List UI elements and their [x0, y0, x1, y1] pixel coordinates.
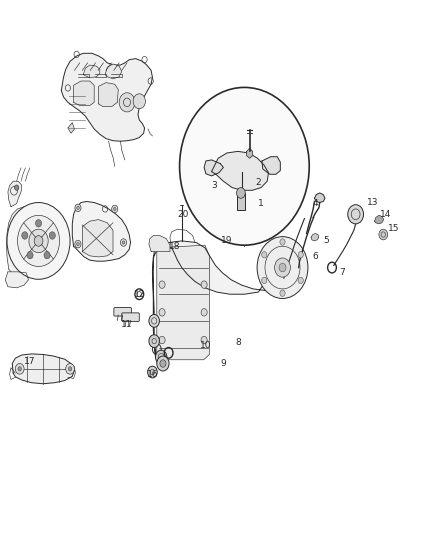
Circle shape: [34, 236, 43, 246]
Text: 2: 2: [256, 178, 261, 187]
Polygon shape: [374, 215, 384, 224]
Circle shape: [77, 243, 79, 246]
FancyBboxPatch shape: [237, 193, 245, 210]
Circle shape: [298, 277, 304, 284]
Text: 6: 6: [312, 253, 318, 261]
Circle shape: [261, 252, 267, 258]
Circle shape: [149, 314, 159, 327]
Text: 3: 3: [211, 181, 217, 190]
Circle shape: [379, 229, 388, 240]
Circle shape: [280, 239, 285, 245]
Circle shape: [257, 237, 308, 298]
Circle shape: [157, 356, 169, 371]
Circle shape: [68, 367, 72, 371]
Text: 7: 7: [339, 269, 345, 277]
Circle shape: [75, 240, 81, 248]
Text: 14: 14: [380, 210, 391, 219]
Circle shape: [201, 336, 207, 344]
Polygon shape: [314, 193, 325, 203]
Circle shape: [201, 309, 207, 316]
Circle shape: [29, 229, 48, 253]
Circle shape: [113, 207, 116, 211]
Circle shape: [75, 204, 81, 212]
Text: 13: 13: [367, 198, 378, 207]
Circle shape: [112, 205, 118, 213]
Polygon shape: [311, 233, 319, 241]
Circle shape: [49, 232, 55, 239]
Circle shape: [27, 252, 33, 259]
Polygon shape: [82, 220, 113, 257]
Polygon shape: [157, 245, 209, 360]
Text: 16: 16: [147, 370, 158, 378]
Polygon shape: [83, 65, 100, 78]
Text: 12: 12: [134, 290, 145, 298]
Circle shape: [22, 232, 28, 239]
Circle shape: [18, 367, 21, 371]
FancyBboxPatch shape: [122, 313, 139, 321]
Circle shape: [160, 360, 166, 367]
Polygon shape: [7, 207, 40, 278]
Circle shape: [155, 350, 167, 364]
Circle shape: [133, 94, 145, 109]
Circle shape: [148, 366, 157, 378]
Circle shape: [66, 364, 74, 374]
Circle shape: [44, 252, 50, 259]
Polygon shape: [99, 83, 118, 107]
Circle shape: [159, 281, 165, 288]
Text: 19: 19: [221, 237, 233, 245]
Text: 10: 10: [200, 341, 212, 350]
Text: 5: 5: [323, 237, 329, 245]
Text: 18: 18: [169, 242, 180, 251]
Circle shape: [120, 239, 127, 246]
Circle shape: [159, 309, 165, 316]
Text: 11: 11: [121, 320, 133, 328]
Circle shape: [122, 241, 125, 244]
Polygon shape: [74, 81, 94, 106]
Circle shape: [261, 277, 267, 284]
Circle shape: [15, 364, 24, 374]
Polygon shape: [8, 181, 22, 207]
Circle shape: [280, 290, 285, 296]
Polygon shape: [262, 157, 280, 174]
Circle shape: [279, 263, 286, 272]
Circle shape: [35, 220, 42, 227]
Circle shape: [18, 215, 60, 266]
Circle shape: [119, 93, 135, 112]
Text: 17: 17: [24, 357, 35, 366]
FancyBboxPatch shape: [114, 308, 131, 316]
Polygon shape: [105, 64, 122, 79]
Polygon shape: [5, 272, 28, 288]
Polygon shape: [72, 201, 131, 261]
Polygon shape: [204, 160, 223, 176]
Circle shape: [149, 335, 159, 348]
Polygon shape: [212, 151, 268, 190]
Polygon shape: [247, 148, 253, 158]
Polygon shape: [12, 354, 74, 384]
Text: 9: 9: [220, 359, 226, 368]
Polygon shape: [152, 241, 303, 357]
Circle shape: [237, 188, 245, 198]
Circle shape: [348, 205, 364, 224]
Circle shape: [159, 336, 165, 344]
Circle shape: [14, 185, 19, 190]
Text: 1: 1: [258, 199, 264, 208]
Circle shape: [201, 281, 207, 288]
Text: 20: 20: [177, 210, 189, 219]
Polygon shape: [149, 236, 170, 252]
Text: 4: 4: [313, 199, 318, 208]
Circle shape: [275, 258, 290, 277]
Circle shape: [77, 206, 79, 209]
Polygon shape: [68, 123, 74, 133]
Circle shape: [298, 252, 304, 258]
Polygon shape: [61, 53, 152, 141]
Text: 15: 15: [388, 224, 399, 232]
Text: 8: 8: [236, 338, 242, 346]
Circle shape: [7, 203, 70, 279]
Circle shape: [180, 87, 309, 245]
